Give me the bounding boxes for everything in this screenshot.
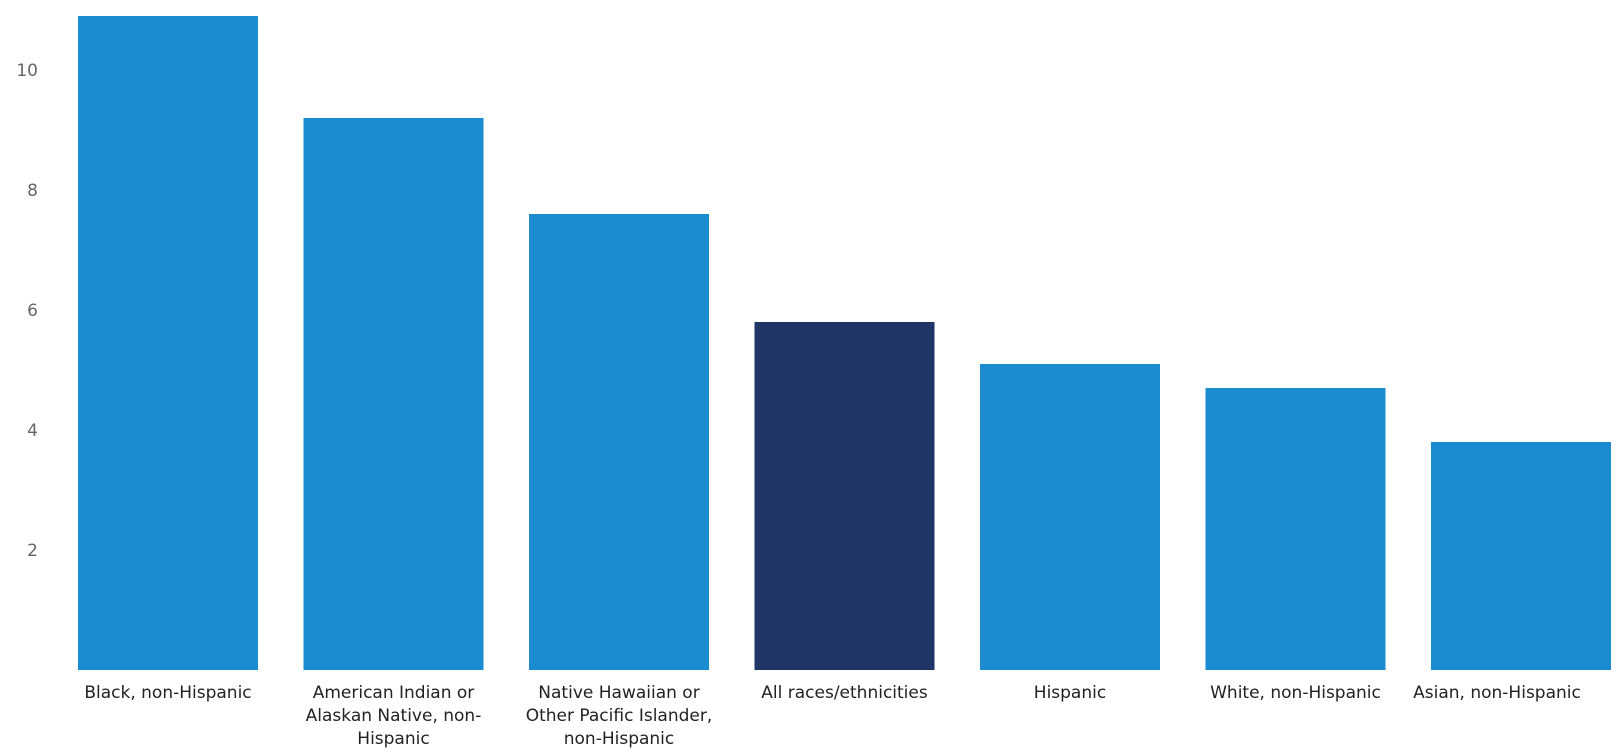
- x-tick-label: Hispanic: [1033, 683, 1107, 703]
- x-tick-label: All races/ethnicities: [761, 683, 928, 703]
- bar: [980, 364, 1160, 670]
- y-tick-label: 10: [16, 61, 38, 81]
- x-tick-label: Black, non-Hispanic: [84, 683, 252, 703]
- bar: [78, 16, 258, 670]
- bar: [303, 118, 484, 670]
- y-tick-label: 2: [27, 541, 38, 561]
- y-axis: 2 4 6 8 10: [16, 61, 38, 561]
- bars: [78, 16, 1611, 670]
- x-tick-label: Asian, non-Hispanic: [1413, 683, 1581, 703]
- x-tick-label: American Indian or Alaskan Native, non- …: [305, 683, 482, 749]
- bar: [1205, 388, 1386, 670]
- bar: [754, 322, 935, 670]
- y-tick-label: 8: [27, 181, 38, 201]
- x-tick-label: Native Hawaiian or Other Pacific Islande…: [525, 683, 713, 749]
- x-tick-label: White, non-Hispanic: [1210, 683, 1381, 703]
- y-tick-label: 6: [27, 301, 38, 321]
- bar: [529, 214, 709, 670]
- bar: [1431, 442, 1611, 670]
- y-tick-label: 4: [27, 421, 38, 441]
